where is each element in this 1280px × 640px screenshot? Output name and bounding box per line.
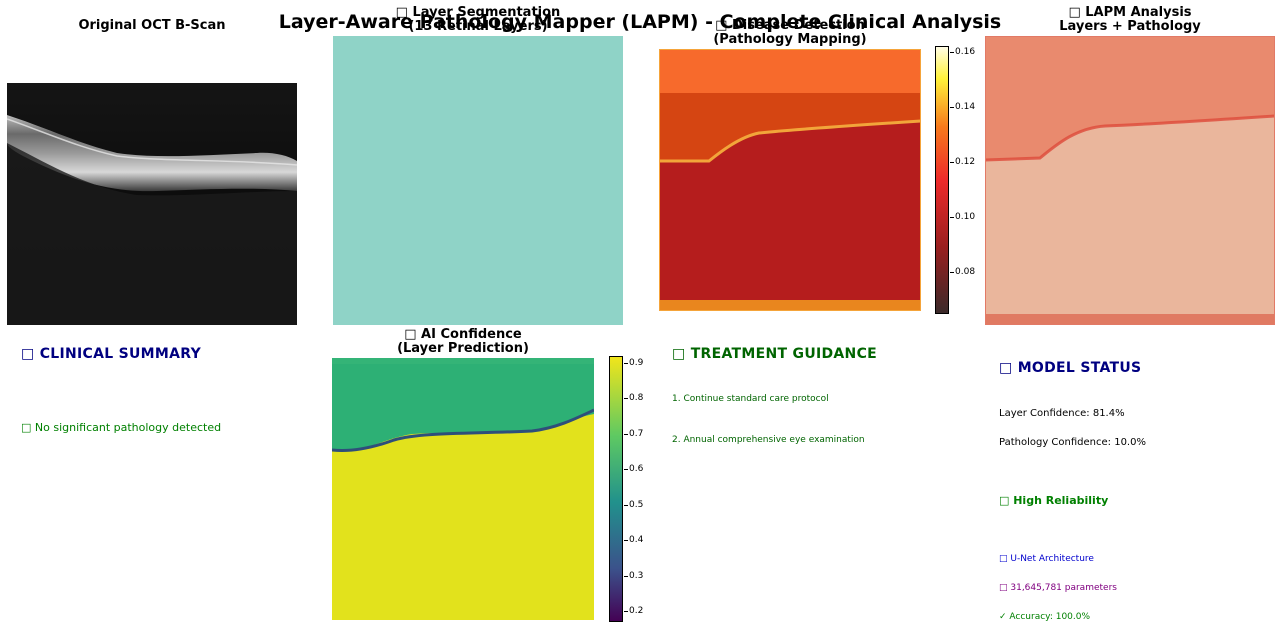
- treatment-item: 2. Annual comprehensive eye examination: [672, 435, 865, 445]
- disease-cb-tick: 0.10: [949, 212, 976, 222]
- disease-cb-tick: 0.14: [949, 102, 976, 112]
- confidence-heatmap: [332, 358, 594, 620]
- disease-colorbar: [935, 46, 949, 314]
- confidence-title-line2: (Layer Prediction): [397, 341, 529, 356]
- confidence-cb-tick: 0.8: [623, 393, 644, 403]
- clinical-summary-heading: □ CLINICAL SUMMARY: [21, 346, 202, 362]
- lapm-title-line1: □ LAPM Analysis: [1068, 5, 1192, 20]
- disease-cb-tick: 0.08: [949, 267, 976, 277]
- oct-bscan-image: [7, 83, 297, 325]
- lapm-title-line2: Layers + Pathology: [1059, 19, 1201, 34]
- layer-confidence-text: Layer Confidence: 81.4%: [999, 408, 1125, 419]
- segmentation-title-line2: (13 Retinal Layers): [408, 19, 548, 34]
- pathology-confidence-text: Pathology Confidence: 10.0%: [999, 437, 1146, 448]
- treatment-heading: □ TREATMENT GUIDANCE: [672, 346, 878, 362]
- clinical-summary-finding: □ No significant pathology detected: [21, 421, 222, 434]
- panel-title-lapm: □ LAPM Analysis Layers + Pathology: [985, 6, 1275, 34]
- figure-title: Layer-Aware Pathology Mapper (LAPM) - Co…: [278, 11, 1002, 33]
- disease-title-line2: (Pathology Mapping): [713, 32, 867, 47]
- lapm-overlay-image: [985, 36, 1275, 325]
- parameters-text: □ 31,645,781 parameters: [999, 583, 1117, 593]
- confidence-cb-tick: 0.4: [623, 535, 644, 545]
- treatment-item: 1. Continue standard care protocol: [672, 394, 829, 404]
- confidence-cb-tick: 0.6: [623, 464, 644, 474]
- confidence-colorbar: [609, 356, 623, 622]
- panel-title-confidence: □ AI Confidence (Layer Prediction): [332, 328, 594, 356]
- confidence-cb-tick: 0.9: [623, 358, 644, 368]
- confidence-cb-tick: 0.7: [623, 429, 644, 439]
- confidence-title-line1: □ AI Confidence: [404, 327, 522, 342]
- confidence-cb-tick: 0.2: [623, 606, 644, 616]
- panel-title-disease: □ Disease Detection (Pathology Mapping): [659, 19, 921, 47]
- reliability-badge: □ High Reliability: [999, 494, 1109, 507]
- accuracy-text: ✓ Accuracy: 100.0%: [999, 612, 1091, 622]
- disease-cb-tick: 0.12: [949, 157, 976, 167]
- model-status-heading: □ MODEL STATUS: [999, 360, 1142, 376]
- segmentation-title-line1: □ Layer Segmentation: [395, 5, 561, 20]
- disease-heatmap: [659, 49, 921, 311]
- panel-title-segmentation: □ Layer Segmentation (13 Retinal Layers): [333, 6, 623, 34]
- confidence-cb-tick: 0.3: [623, 571, 644, 581]
- disease-title-line1: □ Disease Detection: [715, 18, 865, 33]
- architecture-text: □ U-Net Architecture: [999, 554, 1094, 564]
- segmentation-image: [333, 36, 623, 325]
- disease-cb-tick: 0.16: [949, 47, 976, 57]
- confidence-cb-tick: 0.5: [623, 500, 644, 510]
- panel-title-original: Original OCT B-Scan: [78, 18, 226, 33]
